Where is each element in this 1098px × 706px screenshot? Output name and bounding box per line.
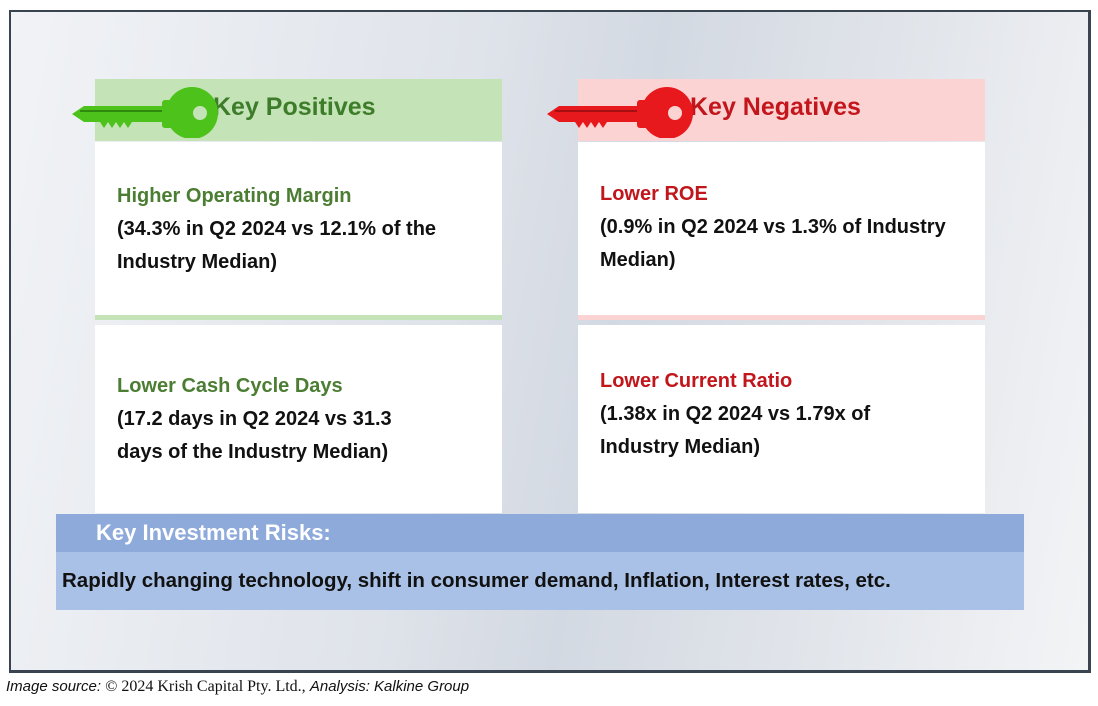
key-positives-title: Key Positives — [213, 93, 376, 121]
negative-card-1: Lower ROE (0.9% in Q2 2024 vs 1.3% of In… — [578, 142, 985, 320]
red-key-icon — [547, 87, 693, 138]
positive-card-2: Lower Cash Cycle Days (17.2 days in Q2 2… — [95, 325, 502, 513]
key-negatives-title: Key Negatives — [690, 93, 861, 121]
negative-card-2: Lower Current Ratio (1.38x in Q2 2024 vs… — [578, 325, 985, 513]
negative-body-2: (1.38x in Q2 2024 vs 1.79x of Industry M… — [600, 403, 871, 458]
image-source-caption: Image source: © 2024 Krish Capital Pty. … — [6, 678, 469, 696]
source-copyright: © 2024 Krish Capital Pty. Ltd., — [105, 678, 306, 695]
positive-title-2: Lower Cash Cycle Days — [117, 375, 343, 397]
investment-risks-header: Key Investment Risks: — [56, 514, 1024, 552]
positive-body-2: (17.2 days in Q2 2024 vs 31.3 days of th… — [117, 408, 392, 463]
positive-body-1: (34.3% in Q2 2024 vs 12.1% of the Indust… — [117, 218, 437, 273]
negative-title-2: Lower Current Ratio — [600, 370, 793, 392]
positive-card-1: Higher Operating Margin (34.3% in Q2 202… — [95, 142, 502, 320]
source-label: Image source: — [6, 678, 102, 695]
negative-body-1: (0.9% in Q2 2024 vs 1.3% of Industry Med… — [600, 216, 946, 271]
green-key-icon — [72, 87, 218, 138]
source-analysis: Analysis: Kalkine Group — [309, 678, 470, 695]
negative-title-1: Lower ROE — [600, 183, 708, 205]
investment-risks-body: Rapidly changing technology, shift in co… — [56, 552, 1024, 610]
positive-title-1: Higher Operating Margin — [117, 185, 352, 207]
